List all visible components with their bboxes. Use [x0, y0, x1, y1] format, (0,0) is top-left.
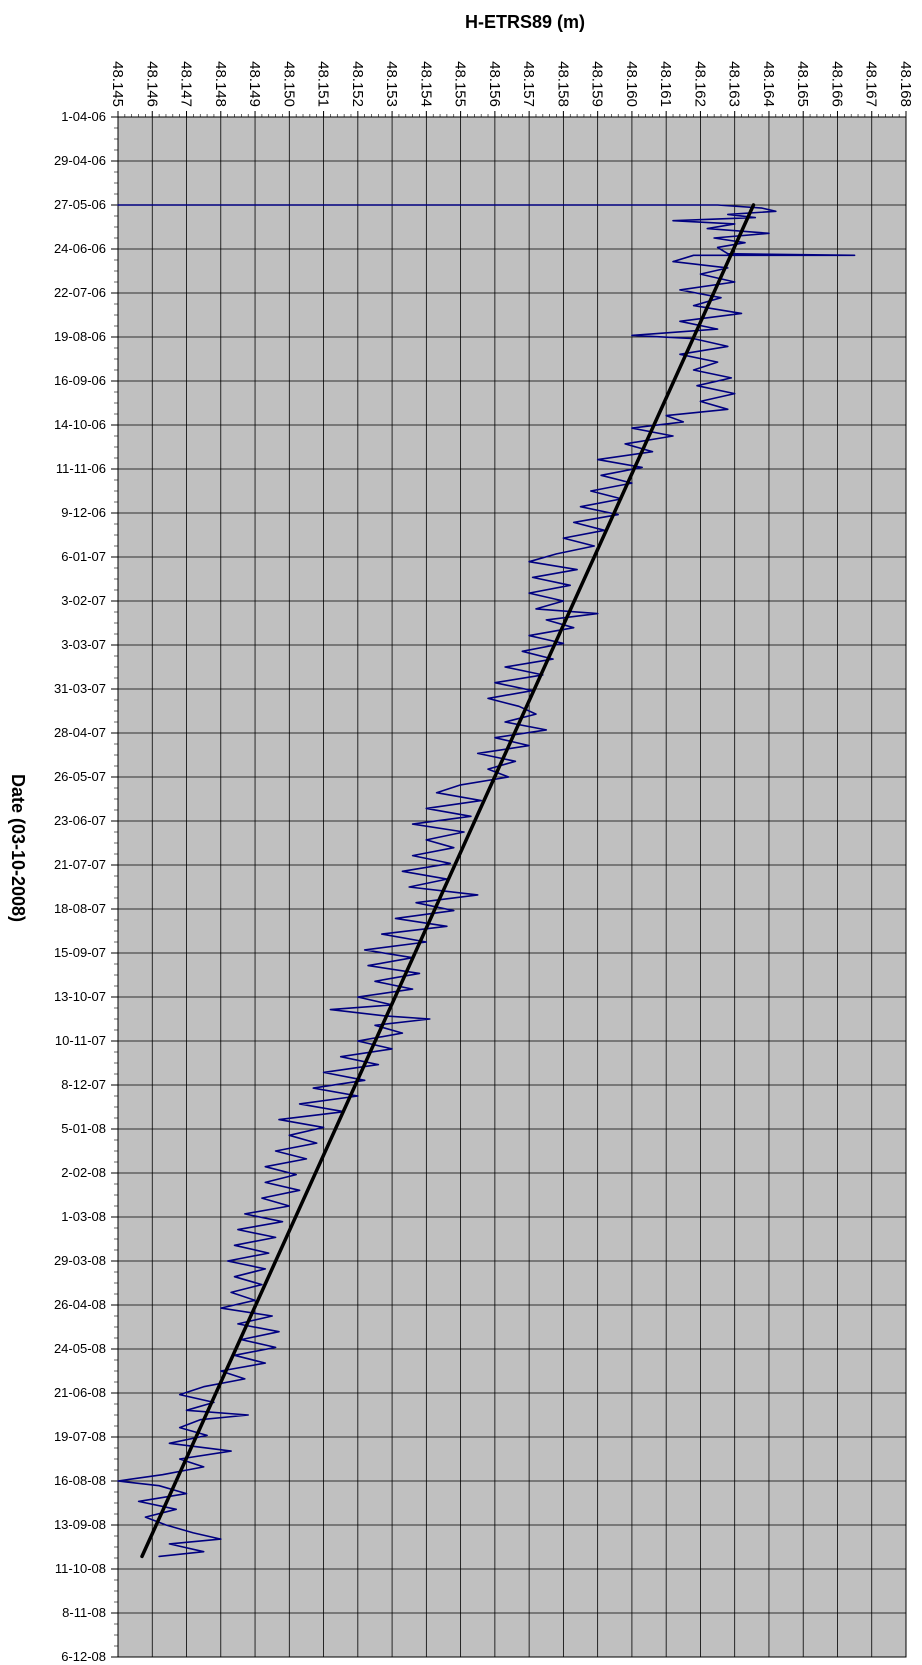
plot-area — [117, 116, 907, 1658]
x-tick-label: 48.163 — [726, 61, 743, 107]
x-axis-ticks: 48.145 48.146 48.147 48.148 48.149 48.150 48.1… — [109, 61, 914, 117]
y-tick-label: 14-10-06 — [54, 417, 106, 432]
x-tick-label: 48.149 — [246, 61, 263, 107]
y-tick-label: 23-06-07 — [54, 813, 106, 828]
x-tick-label: 48.148 — [212, 61, 229, 107]
y-tick-label: 1-03-08 — [61, 1209, 106, 1224]
x-tick-label: 48.159 — [589, 61, 606, 107]
y-tick-label: 29-03-08 — [54, 1253, 106, 1268]
y-axis-ticks: 1-04-06 29-04-06 27-05-06 24-06-06 22-07-06 1… — [54, 109, 118, 1664]
x-tick-label: 48.167 — [863, 61, 880, 107]
y-tick-label: 19-07-08 — [54, 1429, 106, 1444]
y-tick-label: 22-07-06 — [54, 285, 106, 300]
x-tick-label: 48.157 — [520, 61, 537, 107]
y-tick-label: 26-05-07 — [54, 769, 106, 784]
y-tick-label: 19-08-06 — [54, 329, 106, 344]
y-tick-label: 6-12-08 — [61, 1649, 106, 1664]
x-tick-label: 48.150 — [280, 61, 297, 107]
y-tick-label: 11-10-08 — [55, 1561, 106, 1576]
x-axis-title: H-ETRS89 (m) — [465, 12, 585, 32]
x-tick-label: 48.155 — [452, 61, 469, 107]
y-tick-label: 11-11-06 — [56, 461, 106, 476]
y-tick-label: 13-10-07 — [54, 989, 106, 1004]
y-tick-label: 5-01-08 — [61, 1121, 106, 1136]
y-tick-label: 21-07-07 — [54, 857, 106, 872]
x-tick-label: 48.152 — [349, 61, 366, 107]
y-tick-label: 6-01-07 — [61, 549, 106, 564]
y-tick-label: 16-08-08 — [54, 1473, 106, 1488]
x-tick-label: 48.165 — [794, 61, 811, 107]
y-tick-label: 31-03-07 — [54, 681, 106, 696]
x-tick-label: 48.162 — [691, 61, 708, 107]
x-tick-label: 48.166 — [828, 61, 845, 107]
y-tick-label: 28-04-07 — [54, 725, 106, 740]
y-tick-label: 8-12-07 — [61, 1077, 106, 1092]
x-tick-label: 48.156 — [486, 61, 503, 107]
y-tick-label: 21-06-08 — [54, 1385, 106, 1400]
y-tick-label: 18-08-07 — [54, 901, 106, 916]
grid — [117, 116, 907, 1658]
x-tick-label: 48.164 — [760, 61, 777, 107]
y-tick-label: 8-11-08 — [62, 1605, 106, 1620]
y-axis-title: Date (03-10-2008) — [8, 774, 28, 922]
y-tick-label: 16-09-06 — [54, 373, 106, 388]
x-tick-label: 48.153 — [383, 61, 400, 107]
x-tick-label: 48.158 — [554, 61, 571, 107]
y-tick-label: 24-06-06 — [54, 241, 106, 256]
x-tick-label: 48.160 — [623, 61, 640, 107]
y-tick-label: 3-03-07 — [61, 637, 106, 652]
y-tick-label: 26-04-08 — [54, 1297, 106, 1312]
y-tick-label: 9-12-06 — [61, 505, 106, 520]
x-tick-label: 48.146 — [143, 61, 160, 107]
y-tick-label: 2-02-08 — [61, 1165, 106, 1180]
y-tick-label: 15-09-07 — [54, 945, 106, 960]
y-tick-label: 24-05-08 — [54, 1341, 106, 1356]
x-tick-label: 48.145 — [109, 61, 126, 107]
x-tick-label: 48.168 — [897, 61, 914, 107]
y-tick-label: 29-04-06 — [54, 153, 106, 168]
x-tick-label: 48.161 — [657, 61, 674, 107]
y-tick-label: 3-02-07 — [61, 593, 106, 608]
series-group — [117, 203, 856, 1559]
series-line-trend — [140, 203, 756, 1559]
y-tick-label: 1-04-06 — [61, 109, 106, 124]
x-tick-label: 48.151 — [315, 61, 332, 107]
y-tick-label: 10-11-07 — [55, 1033, 106, 1048]
x-tick-label: 48.154 — [417, 61, 434, 107]
series-line-observed — [117, 204, 856, 1558]
y-tick-label: 27-05-06 — [54, 197, 106, 212]
x-tick-label: 48.147 — [178, 61, 195, 107]
y-tick-label: 13-09-08 — [54, 1517, 106, 1532]
